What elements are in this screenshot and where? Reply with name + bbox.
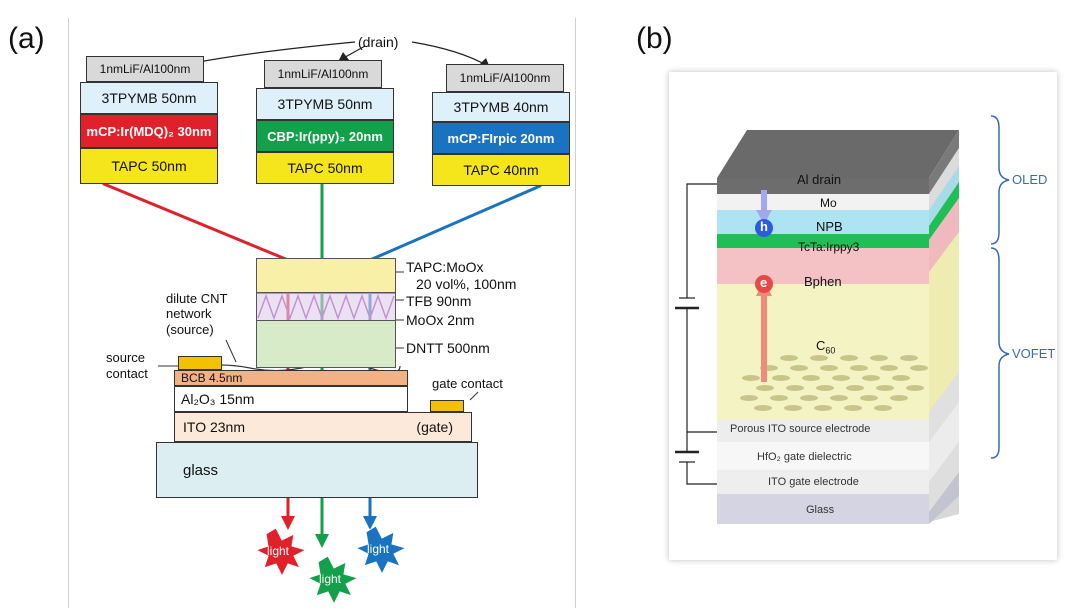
c60-subscript: 60 [825, 345, 836, 356]
source-contact-label-1: source [106, 350, 146, 365]
vofet-label: VOFET [1012, 346, 1056, 361]
al2o3-layer: Al₂O₃ 15nm [174, 386, 408, 412]
porous-ito-label: Porous ITO source electrode [730, 423, 871, 435]
dntt-label: DNTT 500nm [406, 340, 490, 356]
moox-label: MoOx 2nm [406, 312, 475, 328]
source-contact-label-2: contact [106, 366, 148, 381]
stack1-etl: 3TPYMB 50nm [80, 82, 218, 114]
al-drain-layer [717, 178, 929, 194]
al-drain-label: Al drain [797, 172, 842, 187]
glass-layer-b [717, 494, 929, 524]
green-arrowhead [315, 534, 329, 548]
tapc-moox-label-1: TAPC:MoOx [406, 259, 484, 275]
c60-text: C [816, 338, 826, 353]
mo-label: Mo [820, 196, 837, 210]
tfb-layer [256, 292, 396, 322]
drain-arrow-3 [411, 41, 489, 67]
ito-gate-label: ITO gate electrode [768, 476, 859, 488]
porous-ito-layer [717, 420, 929, 442]
cnt-label-2: network [166, 306, 212, 321]
tfb-label: TFB 90nm [406, 293, 472, 309]
light-label-green: light [319, 572, 342, 586]
light-burst-red [254, 527, 308, 578]
stack3-htl: TAPC 40nm [432, 154, 570, 186]
cnt-label-3: (source) [166, 322, 214, 337]
panel-divider-right [575, 18, 576, 608]
npb-layer [717, 210, 929, 234]
porous-ito-dots [740, 355, 928, 411]
stack2-eml: CBP:Ir(ppy)₃ 20nm [256, 120, 394, 152]
glass-layer-a: glass [156, 442, 478, 498]
light-burst-green [306, 555, 360, 606]
electron-symbol: e [760, 275, 768, 290]
oled-label: OLED [1012, 172, 1048, 187]
npb-label: NPB [816, 219, 843, 234]
gate-contact-label: gate contact [432, 376, 503, 391]
cnt-label-1: dilute CNT [166, 291, 228, 306]
stack3-eml: mCP:FIrpic 20nm [432, 122, 570, 154]
panel-label-a: (a) [8, 22, 45, 55]
hole-circle [755, 219, 773, 237]
blue-arrowhead [363, 516, 377, 530]
gate-contact [430, 400, 464, 412]
gate-label: (gate) [416, 419, 453, 435]
dntt-layer [256, 320, 396, 368]
hfo2-layer [717, 442, 929, 470]
stack3-etl: 3TPYMB 40nm [432, 92, 570, 122]
stack2-htl: TAPC 50nm [256, 152, 394, 184]
source-contact [178, 356, 222, 370]
stack2-etl: 3TPYMB 50nm [256, 88, 394, 120]
light-label-blue: light [367, 542, 390, 556]
electron-circle [755, 275, 773, 293]
hole-symbol: h [760, 219, 768, 234]
panel-b-drawing [675, 115, 1010, 524]
stack3-cathode: 1nmLiF/Al100nm [446, 64, 564, 92]
ito-layer: ITO 23nm (gate) [174, 412, 472, 442]
bcb-layer: BCB 4.5nm [174, 370, 408, 386]
hfo2-label: HfO₂ gate dielectric [757, 451, 852, 463]
ito-label: ITO 23nm [183, 419, 245, 435]
drain-arrowhead-2 [338, 52, 349, 62]
stack1-eml: mCP:Ir(MDQ)₂ 30nm [80, 114, 218, 148]
circuit-wires [675, 183, 717, 485]
red-arrowhead [281, 516, 295, 530]
bphen-layer [717, 248, 929, 284]
tapc-moox-label-2: 20 vol%, 100nm [416, 276, 517, 292]
tapc-moox-layer [256, 258, 396, 294]
light-label-red: light [267, 544, 290, 558]
stack1-htl: TAPC 50nm [80, 148, 218, 184]
bphen-label: Bphen [804, 274, 842, 289]
tcta-label: TcTa:Irppy3 [798, 240, 860, 254]
stack2-cathode: 1nmLiF/Al100nm [264, 60, 382, 88]
panel-divider [68, 18, 69, 608]
glass-b-label: Glass [806, 504, 835, 516]
tcta-layer [717, 234, 929, 248]
ito-gate-layer [717, 470, 929, 494]
mo-layer [717, 194, 929, 210]
drain-label: (drain) [358, 34, 399, 50]
panel-label-b: (b) [636, 22, 673, 55]
top-face [717, 130, 959, 178]
c60-label: C60 [816, 338, 835, 356]
light-burst-blue [354, 525, 408, 576]
stack1-cathode: 1nmLiF/Al100nm [86, 56, 204, 82]
braces [990, 115, 1010, 459]
